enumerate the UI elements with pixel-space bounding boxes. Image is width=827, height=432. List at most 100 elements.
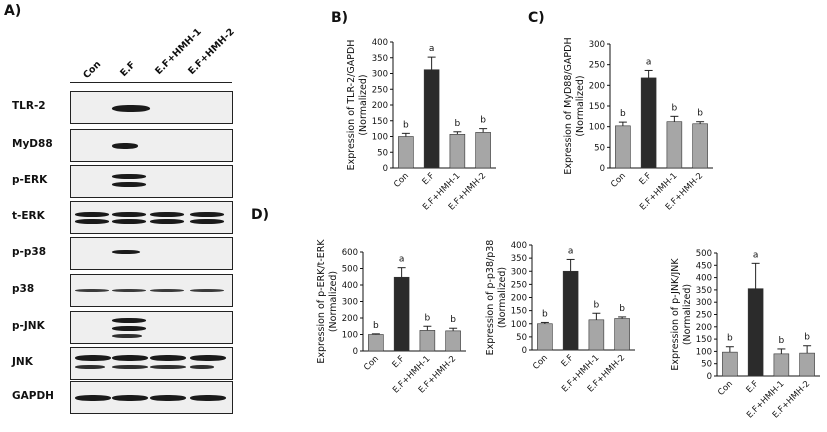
protein-band [150, 365, 186, 369]
blot-image-p-jnk [70, 311, 233, 344]
y-tick-label: 100 [372, 133, 388, 143]
protein-band [150, 355, 186, 361]
y-tick-label: 250 [511, 280, 527, 290]
x-tick-label: E.F [560, 353, 576, 369]
blot-label-gapdh: GAPDH [12, 390, 54, 402]
protein-band [190, 289, 224, 292]
significance-letter: b [450, 315, 456, 325]
blot-label-jnk: JNK [12, 356, 33, 368]
y-tick-label: 350 [696, 286, 712, 296]
bar-e-f-hmh-1 [588, 319, 605, 351]
bar-e-f-hmh-1 [773, 353, 790, 377]
lane-label-ef: E.F [118, 59, 138, 79]
lane-label-con: Con [81, 58, 104, 81]
protein-band [190, 365, 214, 369]
protein-band [112, 318, 146, 323]
bar-e-f-hmh-2 [692, 123, 708, 169]
y-tick-label: 150 [372, 117, 388, 127]
y-tick-label: 500 [342, 265, 358, 275]
protein-band [112, 355, 148, 361]
y-tick-label: 200 [511, 294, 527, 304]
bar-con [398, 136, 414, 169]
protein-band [190, 212, 224, 217]
protein-band [112, 105, 150, 112]
bar-e-f [747, 288, 764, 377]
x-tick-label: Con [392, 171, 411, 190]
blot-image-p-p38 [70, 237, 233, 270]
significance-letter: b [373, 321, 379, 331]
protein-band [75, 365, 105, 369]
y-tick-label: 0 [600, 164, 605, 174]
y-tick-label: 100 [342, 331, 358, 341]
bar-e-f-hmh-2 [799, 352, 815, 377]
x-tick-label: Con [531, 353, 550, 372]
protein-band [150, 395, 186, 401]
y-tick-label: 200 [372, 101, 388, 111]
y-tick-label: 450 [696, 261, 712, 271]
panel-a-label: A) [4, 3, 22, 19]
y-axis-label: (Normalized) [682, 284, 693, 345]
lane-header-line [70, 82, 232, 83]
significance-letter: b [697, 109, 703, 119]
protein-band [75, 355, 111, 361]
y-axis-label: Expression of MyD88/GAPDH [563, 37, 574, 174]
y-tick-label: 250 [696, 311, 712, 321]
bar-con [722, 351, 738, 377]
protein-band [112, 182, 146, 187]
y-axis-label: Expression of TLR-2/GAPDH [346, 40, 357, 171]
significance-letter: a [568, 246, 574, 256]
x-tick-label: E.F [745, 379, 761, 395]
protein-band [112, 365, 148, 369]
x-tick-label: Con [609, 171, 628, 190]
protein-band [112, 334, 142, 338]
blot-image-tlr-2 [70, 91, 233, 124]
y-axis-label: (Normalized) [358, 74, 369, 135]
y-tick-label: 100 [589, 123, 605, 133]
significance-letter: b [455, 119, 461, 129]
significance-letter: b [727, 334, 733, 344]
protein-band [112, 326, 146, 331]
bar-e-f-hmh-2 [475, 132, 491, 169]
y-tick-label: 400 [342, 281, 358, 291]
y-axis-label: Expression of p-ERK/t-ERK [316, 239, 327, 364]
blot-image-t-erk [70, 201, 233, 234]
chart-d3: 0 50 100 150 200 250 300 350 400 450 500 Expression… [670, 249, 820, 421]
x-tick-label: E.F [391, 354, 407, 370]
significance-letter: b [779, 336, 785, 346]
x-tick-label: E.F [638, 171, 654, 187]
y-tick-label: 250 [589, 61, 605, 71]
y-tick-label: 50 [594, 143, 605, 153]
y-tick-label: 350 [372, 54, 388, 64]
protein-band [190, 395, 226, 401]
protein-band [190, 355, 226, 361]
protein-band [112, 219, 146, 224]
significance-letter: b [804, 333, 810, 343]
significance-letter: a [753, 250, 759, 260]
y-tick-label: 200 [342, 314, 358, 324]
bar-con [368, 334, 384, 352]
blot-image-myd88 [70, 129, 233, 162]
significance-letter: a [399, 255, 405, 265]
y-tick-label: 150 [511, 307, 527, 317]
significance-letter: b [403, 120, 409, 130]
protein-band [112, 174, 146, 179]
y-tick-label: 50 [701, 360, 712, 370]
blot-image-p-erk [70, 165, 233, 198]
blot-label-p-p38: p-p38 [12, 246, 47, 258]
y-tick-label: 150 [589, 102, 605, 112]
significance-letter: a [429, 44, 435, 54]
y-axis-label: (Normalized) [575, 75, 586, 136]
y-axis-label: Expression of p-JNK/JNK [670, 258, 681, 371]
protein-band [75, 219, 109, 224]
blot-label-tlr-2: TLR-2 [12, 100, 46, 112]
y-tick-label: 300 [511, 267, 527, 277]
significance-letter: a [646, 57, 652, 67]
bar-con [615, 125, 631, 169]
blot-label-p-erk: p-ERK [12, 174, 48, 186]
protein-band [150, 219, 184, 224]
panel-d-label: D) [251, 207, 270, 223]
y-tick-label: 400 [372, 38, 388, 48]
bar-con [537, 323, 553, 351]
y-tick-label: 350 [511, 254, 527, 264]
significance-letter: b [480, 116, 486, 126]
